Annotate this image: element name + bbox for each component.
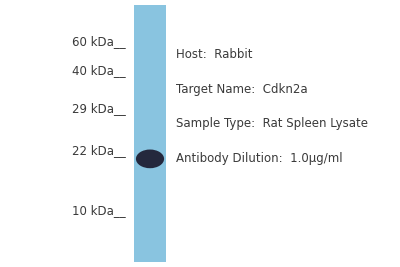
Bar: [134, 5, 166, 262]
Text: 10 kDa__: 10 kDa__: [72, 205, 126, 217]
Text: Sample Type:  Rat Spleen Lysate: Sample Type: Rat Spleen Lysate: [176, 117, 368, 131]
Text: 22 kDa__: 22 kDa__: [72, 144, 126, 157]
Text: 40 kDa__: 40 kDa__: [72, 64, 126, 77]
Text: Target Name:  Cdkn2a: Target Name: Cdkn2a: [176, 83, 308, 96]
Text: 29 kDa__: 29 kDa__: [72, 102, 126, 115]
Text: Host:  Rabbit: Host: Rabbit: [176, 48, 252, 61]
Ellipse shape: [136, 150, 164, 168]
Text: Antibody Dilution:  1.0µg/ml: Antibody Dilution: 1.0µg/ml: [176, 152, 343, 165]
Text: 60 kDa__: 60 kDa__: [72, 35, 126, 48]
